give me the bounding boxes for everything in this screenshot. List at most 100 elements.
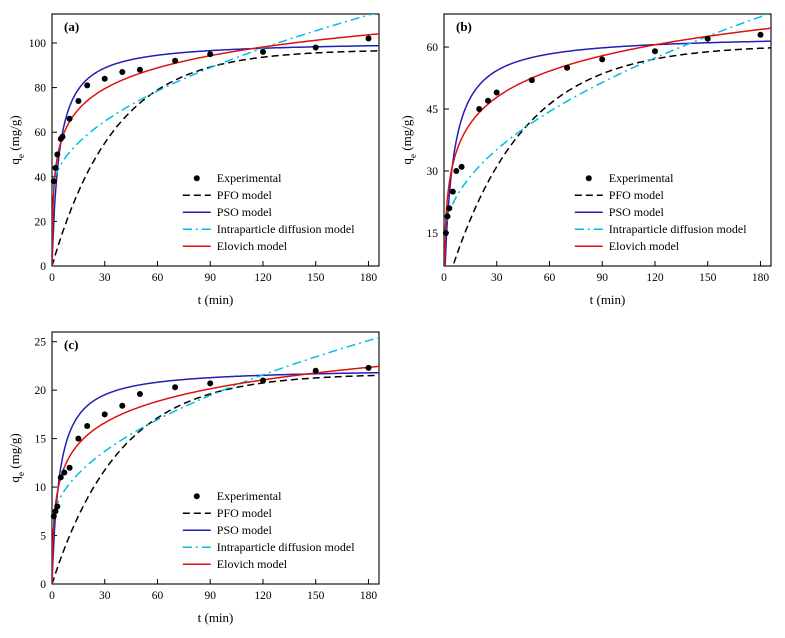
y-axis-label: qe (mg/g) [7,433,27,482]
chart-b-canvas: 0 30 60 90 120 150 180 15 30 45 60 (b) t (min) qe (mg… [399,13,772,307]
experimental-point [207,380,214,387]
legend-label-pfo-model: PFO model [217,506,273,520]
experimental-point [444,213,451,220]
legend-label-pso-model: PSO model [217,205,273,219]
experimental-point [260,377,266,384]
y-tick-label: 45 [427,104,439,116]
legend-label-elovich-model: Elovich model [217,557,288,571]
experimental-point [52,164,59,171]
x-axis-label: t (min) [198,610,234,625]
x-tick-label: 30 [99,590,111,602]
x-tick-label: 60 [544,272,556,284]
experimental-point [75,98,82,104]
plot-frame [443,13,772,267]
y-tick-label: 60 [35,127,47,139]
legend-label-pso-model: PSO model [609,205,665,219]
series-elovich-model [52,33,379,266]
x-tick-label: 180 [360,272,378,284]
plot-frame [51,13,380,267]
x-tick-label: 150 [699,272,717,284]
legend-label-pfo-model: PFO model [609,188,665,202]
x-tick-label: 0 [49,590,55,602]
experimental-point [564,64,571,71]
chart-panel-b: 0 30 60 90 120 150 180 15 30 45 60 (b) t (min) qe (mg… [398,2,781,312]
x-tick-label: 0 [441,272,447,284]
series-intraparticle-diffusion-model [52,14,376,195]
experimental-point [476,106,483,112]
y-tick-label: 0 [40,261,46,273]
legend-label-experimental: Experimental [217,171,282,185]
experimental-point [50,178,57,185]
experimental-point [119,69,126,75]
series-elovich-model [444,27,771,266]
x-tick-label: 180 [752,272,770,284]
x-tick-label: 90 [204,272,216,284]
series-pso-model [52,44,379,266]
x-tick-label: 180 [360,590,378,602]
y-tick-label: 10 [35,482,47,494]
experimental-point [54,151,61,158]
experimental-point [260,48,266,55]
experimental-point [57,474,64,481]
experimental-point [61,469,68,476]
experimental-point [704,35,711,42]
legend-label-experimental: Experimental [217,489,282,503]
experimental-point [75,435,82,442]
legend-marker-experimental [585,175,592,182]
y-axis-label: qe (mg/g) [7,115,27,164]
chart-panel-a: 0 30 60 90 120 150 180 0 20 40 60 80 100 (a) t (min) qe… [6,2,389,312]
y-tick-label: 25 [35,337,47,349]
experimental-point [365,35,372,42]
y-tick-label: 60 [427,42,439,54]
experimental-point [599,56,606,63]
x-tick-label: 120 [254,272,272,284]
panel-label: (c) [64,337,78,352]
legend-label-intraparticle-diffusion-model: Intraparticle diffusion model [217,222,355,236]
panel-label: (a) [64,19,79,34]
experimental-point [66,464,73,471]
experimental-point [52,508,59,515]
experimental-point [207,51,214,58]
chart-panel-c: 0 30 60 90 120 150 180 0 5 10 15 20 25 (c) t (min) qe (… [6,320,389,630]
panel-label: (b) [456,19,472,34]
experimental-point [101,411,108,418]
experimental-point [365,364,372,371]
experimental-point [442,230,449,236]
experimental-point [54,503,61,510]
legend-label-elovich-model: Elovich model [217,239,288,253]
series-pso-model [52,371,379,584]
chart-c-canvas: 0 30 60 90 120 150 180 0 5 10 15 20 25 (c) t (min) qe (… [7,331,380,625]
experimental-point [172,384,179,391]
experimental-point [59,133,66,140]
y-tick-label: 5 [40,531,46,543]
experimental-point [312,44,319,51]
legend-label-experimental: Experimental [609,171,674,185]
y-tick-label: 40 [35,172,47,184]
experimental-point [119,402,126,409]
plot-frame [51,331,380,585]
experimental-point [446,205,453,212]
experimental-point [312,367,319,374]
experimental-point [528,77,535,84]
experimental-point [84,82,91,89]
experimental-point [449,188,456,195]
legend-label-elovich-model: Elovich model [609,239,680,253]
x-tick-label: 30 [491,272,503,284]
experimental-point [485,97,491,104]
series-pso-model [444,40,771,266]
experimental-point [136,391,143,397]
series-elovich-model [52,365,379,584]
legend-label-pfo-model: PFO model [217,188,273,202]
experimental-point [101,75,108,82]
y-tick-label: 20 [35,385,47,397]
legend-label-pso-model: PSO model [217,523,273,537]
y-tick-label: 0 [40,579,46,591]
x-tick-label: 60 [152,590,164,602]
y-tick-label: 15 [35,434,47,446]
y-tick-label: 20 [35,216,47,228]
x-tick-label: 60 [152,272,164,284]
y-tick-label: 100 [29,38,47,50]
y-axis-label: qe (mg/g) [399,115,419,164]
y-tick-label: 30 [427,166,439,178]
